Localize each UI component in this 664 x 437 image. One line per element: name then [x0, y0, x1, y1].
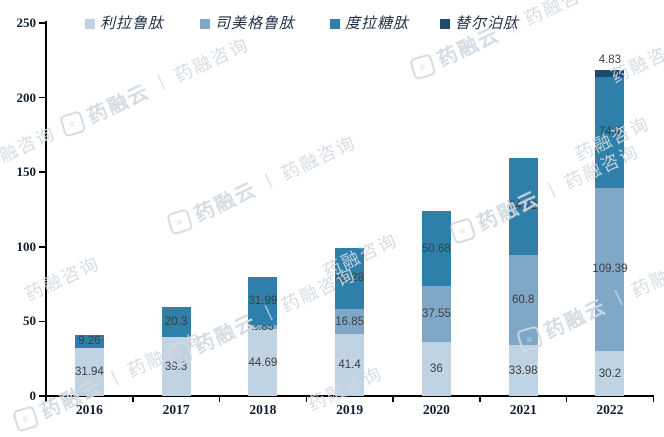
x-axis-tick: [218, 396, 221, 402]
x-axis-category-label: 2018: [249, 402, 277, 417]
y-axis-tick: [38, 96, 46, 99]
bar-value-label: 31.99: [248, 295, 278, 308]
legend-swatch: [330, 19, 340, 29]
watermark-logo-icon: ≡: [448, 216, 477, 245]
y-axis-tick: [38, 246, 46, 248]
bar-value-label: 50.68: [422, 242, 451, 255]
legend-label: 司美格鲁肽: [215, 16, 296, 32]
bar-segment-利拉鲁肽: [335, 334, 365, 396]
x-axis-category-label: 2019: [336, 402, 364, 417]
watermark-suffix: 药融咨询: [278, 131, 360, 184]
chart-legend: 利拉鲁肽 司美格鲁肽 度拉糖肽 替尔泊肽: [0, 0, 664, 40]
legend-swatch: [85, 19, 95, 29]
bar-segment-度拉糖肽: [74, 334, 104, 349]
legend-item-度拉糖肽: 度拉糖肽: [330, 15, 409, 33]
bar-value-label: 39.3: [164, 360, 188, 373]
y-axis-tick: [38, 171, 46, 173]
bar-value-label: 37.55: [422, 308, 451, 321]
bar-segment-司美格鲁肽: [248, 325, 278, 330]
x-axis-tick: [565, 396, 568, 402]
y-axis-tick-label: 150: [16, 164, 37, 180]
y-axis-tick-label: 200: [16, 89, 37, 105]
bar-segment-度拉糖肽: [161, 307, 191, 338]
bar-segment-度拉糖肽: [421, 210, 451, 287]
bar-value-label: 60.8: [511, 293, 535, 306]
bar-value-label: 74.4: [598, 126, 622, 139]
bar-value-label: 4.83: [598, 53, 622, 66]
x-axis-tick: [392, 396, 394, 402]
bar-value-label: 16.85: [335, 315, 364, 328]
bar-value-label: 20.3: [164, 316, 188, 329]
bar-value-label: 31.94: [75, 366, 104, 379]
x-axis-tick: [652, 396, 655, 402]
y-axis-tick: [38, 320, 46, 323]
legend-label: 利拉鲁肽: [100, 16, 165, 32]
legend-item-替尔泊肽: 替尔泊肽: [440, 15, 519, 33]
y-axis-tick: [38, 395, 46, 397]
bar-segment-利拉鲁肽: [248, 329, 278, 396]
bar-value-label: 44.69: [248, 356, 278, 369]
bar-segment-司美格鲁肽: [595, 187, 625, 351]
y-axis-tick-label: 100: [16, 238, 37, 254]
y-axis-tick: [38, 22, 46, 24]
bar-value-label: 33.98: [508, 364, 538, 377]
bar-value-label: 41.28: [335, 272, 364, 285]
watermark-logo-icon: ≡: [11, 404, 40, 433]
legend-item-利拉鲁肽: 利拉鲁肽: [85, 15, 164, 33]
legend-swatch: [440, 19, 450, 29]
legend-label: 度拉糖肽: [345, 16, 410, 32]
bar-value-label: 9.26: [78, 335, 101, 348]
watermark-logo-icon: ≡: [165, 207, 194, 236]
bar-segment-司美格鲁肽: [421, 286, 451, 343]
bar-value-label: 30.2: [598, 367, 622, 380]
bar-segment-度拉糖肽: [595, 76, 625, 188]
watermark-separator: 丨: [149, 70, 175, 96]
bar-segment-利拉鲁肽: [74, 348, 104, 396]
x-axis-category-label: 2020: [422, 402, 450, 417]
watermark: ≡ 药融云丨药融咨询: [163, 127, 360, 239]
watermark-logo-icon: ≡: [58, 109, 87, 138]
x-axis-line: [45, 395, 654, 398]
legend-swatch: [200, 19, 210, 29]
watermark-separator: 丨: [256, 168, 282, 194]
bar-segment-司美格鲁肽: [508, 254, 538, 346]
y-axis-tick-label: 50: [23, 313, 36, 329]
legend-label: 替尔泊肽: [455, 16, 520, 32]
bar-value-label: 41.4: [338, 359, 361, 372]
bar-segment-替尔泊肽: [595, 69, 625, 77]
bar-segment-利拉鲁肽: [595, 350, 625, 396]
bar-segment-度拉糖肽: [248, 277, 278, 325]
bar-segment-利拉鲁肽: [161, 337, 191, 396]
x-axis-category-label: 2017: [162, 402, 190, 417]
x-axis-tick: [45, 396, 47, 402]
bar-segment-司美格鲁肽: [335, 309, 365, 335]
bar-segment-利拉鲁肽: [421, 342, 451, 396]
y-axis-line: [45, 21, 47, 397]
x-axis-tick: [479, 396, 481, 402]
bar-segment-度拉糖肽: [335, 247, 365, 310]
bar-segment-利拉鲁肽: [508, 345, 538, 396]
watermark-brand: 药融云: [191, 178, 261, 227]
bar-value-label: 36: [429, 363, 443, 376]
watermark-brand: 药融云: [84, 80, 154, 129]
bar-segment-度拉糖肽: [508, 158, 538, 255]
bar-value-label: 109.39: [592, 263, 628, 276]
watermark: ≡ 药融云丨药融咨询: [56, 29, 253, 141]
watermark: 药融咨询: [20, 249, 103, 306]
watermark-logo-icon: ≡: [408, 52, 437, 81]
x-axis-category-label: 2021: [509, 402, 537, 417]
x-axis-tick: [305, 396, 308, 402]
x-axis-category-label: 2016: [75, 402, 103, 417]
x-axis-tick: [132, 396, 134, 402]
bar-value-label: 64.72: [508, 200, 538, 213]
x-axis-category-label: 2022: [596, 402, 624, 417]
y-axis-tick-label: 0: [29, 388, 37, 403]
watermark-suffix: 药融咨询: [21, 252, 103, 305]
y-axis-tick-label: 250: [16, 15, 37, 30]
legend-item-司美格鲁肽: 司美格鲁肽: [200, 15, 295, 33]
